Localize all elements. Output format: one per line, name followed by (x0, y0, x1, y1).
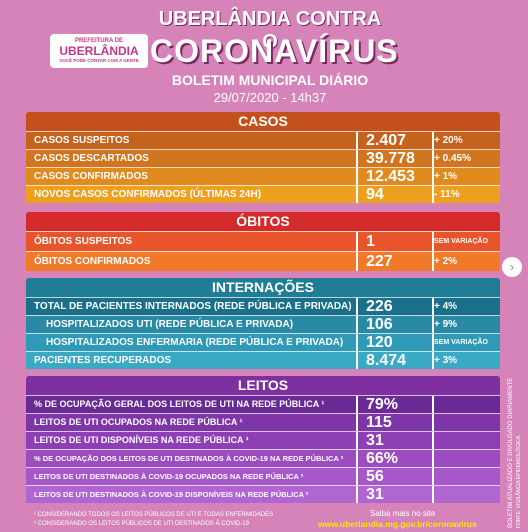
row-label: LEITOS DE UTI DESTINADOS À COVID-19 DISP… (34, 490, 309, 499)
row-label: CASOS DESCARTADOS (34, 153, 149, 164)
row-change: + 4% (434, 301, 458, 312)
row: CASOS CONFIRMADOS 12.453 + 1% (26, 167, 500, 185)
row-change: + 9% (434, 319, 458, 330)
row-value: 226 (356, 298, 434, 315)
row-value: 94 (356, 186, 434, 203)
logo-line: PREFEITURA DE (74, 38, 124, 44)
section-title: LEITOS (26, 376, 500, 395)
more-info: Saiba mais no site (370, 509, 436, 518)
side-note: BOLETIM ATUALIZADO E DIVULGADO DIARIAMEN… (508, 377, 514, 528)
row-label: % DE OCUPAÇÃO DOS LEITOS DE UTI DESTINAD… (34, 454, 344, 463)
row-label: LEITOS DE UTI DESTINADOS À COVID-19 OCUP… (34, 472, 304, 481)
row-value: 31 (356, 432, 434, 449)
logo-name: UBERLÂNDIA (59, 44, 139, 58)
row-label: ÓBITOS SUSPEITOS (34, 236, 132, 247)
subtitle: BOLETIM MUNICIPAL DIÁRIO (171, 72, 369, 88)
logo-tagline: VOCÊ PODE CONTAR COM A GENTE (59, 58, 139, 63)
row-value: 8.474 (356, 352, 434, 369)
logo: PREFEITURA DE UBERLÂNDIA VOCÊ PODE CONTA… (50, 34, 148, 68)
row-label: ÓBITOS CONFIRMADOS (34, 256, 151, 267)
row-label: LEITOS DE UTI DISPONÍVEIS NA REDE PÚBLIC… (34, 435, 249, 445)
row-value: 227 (356, 252, 434, 271)
url[interactable]: www.uberlandia.mg.gov.br/coronavirus (318, 519, 477, 529)
row: LEITOS DE UTI OCUPADOS NA REDE PÚBLICA ¹… (26, 413, 500, 431)
section: INTERNAÇÕES TOTAL DE PACIENTES INTERNADOS… (26, 278, 500, 369)
row-change: + 1% (434, 171, 458, 182)
row-value: 1 (356, 232, 434, 251)
row-change: + 0.45% (434, 153, 471, 164)
row: PACIENTES RECUPERADOS 8.474 + 3% (26, 351, 500, 369)
footnote: ² CONSIDERANDO OS LEITOS PÚBLICOS DE UTI… (34, 521, 249, 527)
row-value: 2.407 (356, 132, 434, 149)
row-value: 106 (356, 316, 434, 333)
source: FONTE: VIGILÂNCIA EPIDEMIOLÓGICA (516, 435, 522, 528)
row-label: CASOS SUSPEITOS (34, 135, 130, 146)
row: ÓBITOS CONFIRMADOS 227 + 2% (26, 251, 500, 271)
title-2: CORONAVÍRUS (150, 33, 399, 69)
section-title: ÓBITOS (26, 212, 500, 231)
row-change: + 20% (434, 135, 463, 146)
row-label: TOTAL DE PACIENTES INTERNADOS (REDE PÚBL… (34, 301, 352, 312)
row: LEITOS DE UTI DISPONÍVEIS NA REDE PÚBLIC… (26, 431, 500, 449)
row: CASOS DESCARTADOS 39.778 + 0.45% (26, 149, 500, 167)
row: ÓBITOS SUSPEITOS 1 SEM VARIAÇÃO (26, 231, 500, 251)
row-label: HOSPITALIZADOS UTI (REDE PÚBLICA E PRIVA… (46, 319, 294, 330)
row-value: 79% (356, 396, 434, 413)
row: HOSPITALIZADOS ENFERMARIA (REDE PÚBLICA … (26, 333, 500, 351)
section: LEITOS % DE OCUPAÇÃO GERAL DOS LEITOS DE … (26, 376, 500, 503)
row-value: 56 (356, 468, 434, 485)
row: CASOS SUSPEITOS 2.407 + 20% (26, 131, 500, 149)
row-change: + 3% (434, 355, 458, 366)
row-label: PACIENTES RECUPERADOS (34, 355, 172, 366)
row-value: 115 (356, 414, 434, 431)
row: % DE OCUPAÇÃO GERAL DOS LEITOS DE UTI NA… (26, 395, 500, 413)
row-label: HOSPITALIZADOS ENFERMARIA (REDE PÚBLICA … (46, 337, 344, 348)
row-value: 66% (356, 450, 434, 467)
row-label: NOVOS CASOS CONFIRMADOS (ÚLTIMAS 24H) (34, 189, 262, 200)
section-title: CASOS (26, 112, 500, 131)
row-label: CASOS CONFIRMADOS (34, 171, 148, 182)
row-value: 39.778 (356, 150, 434, 167)
footnote: ¹ CONSIDERANDO TODOS OS LEITOS PÚBLICOS … (34, 512, 274, 518)
row-change: SEM VARIAÇÃO (434, 238, 488, 245)
date: 29/07/2020 - 14h37 (213, 90, 327, 105)
section: ÓBITOS ÓBITOS SUSPEITOS 1 SEM VARIAÇÃO ÓBITO… (26, 212, 500, 271)
carousel-arrow[interactable]: › (502, 257, 522, 277)
row-label: % DE OCUPAÇÃO GERAL DOS LEITOS DE UTI NA… (34, 399, 325, 409)
row-value: 12.453 (356, 168, 434, 185)
row-change: - 11% (434, 189, 460, 200)
row: LEITOS DE UTI DESTINADOS À COVID-19 DISP… (26, 485, 500, 503)
row: HOSPITALIZADOS UTI (REDE PÚBLICA E PRIVA… (26, 315, 500, 333)
row-value: 31 (356, 486, 434, 503)
section: CASOS CASOS SUSPEITOS 2.407 + 20% CASOS DESC… (26, 112, 500, 203)
row: LEITOS DE UTI DESTINADOS À COVID-19 OCUP… (26, 467, 500, 485)
row: NOVOS CASOS CONFIRMADOS (ÚLTIMAS 24H) 94-… (26, 185, 500, 203)
row: % DE OCUPAÇÃO DOS LEITOS DE UTI DESTINAD… (26, 449, 500, 467)
section-title: INTERNAÇÕES (26, 278, 500, 297)
row-value: 120 (356, 334, 434, 351)
title-1: UBERLÂNDIA CONTRA O (158, 8, 382, 53)
row-change: SEM VARIAÇÃO (434, 339, 488, 346)
row: TOTAL DE PACIENTES INTERNADOS (REDE PÚBL… (26, 297, 500, 315)
row-change: + 2% (434, 256, 458, 267)
row-label: LEITOS DE UTI OCUPADOS NA REDE PÚBLICA ¹ (34, 417, 243, 427)
